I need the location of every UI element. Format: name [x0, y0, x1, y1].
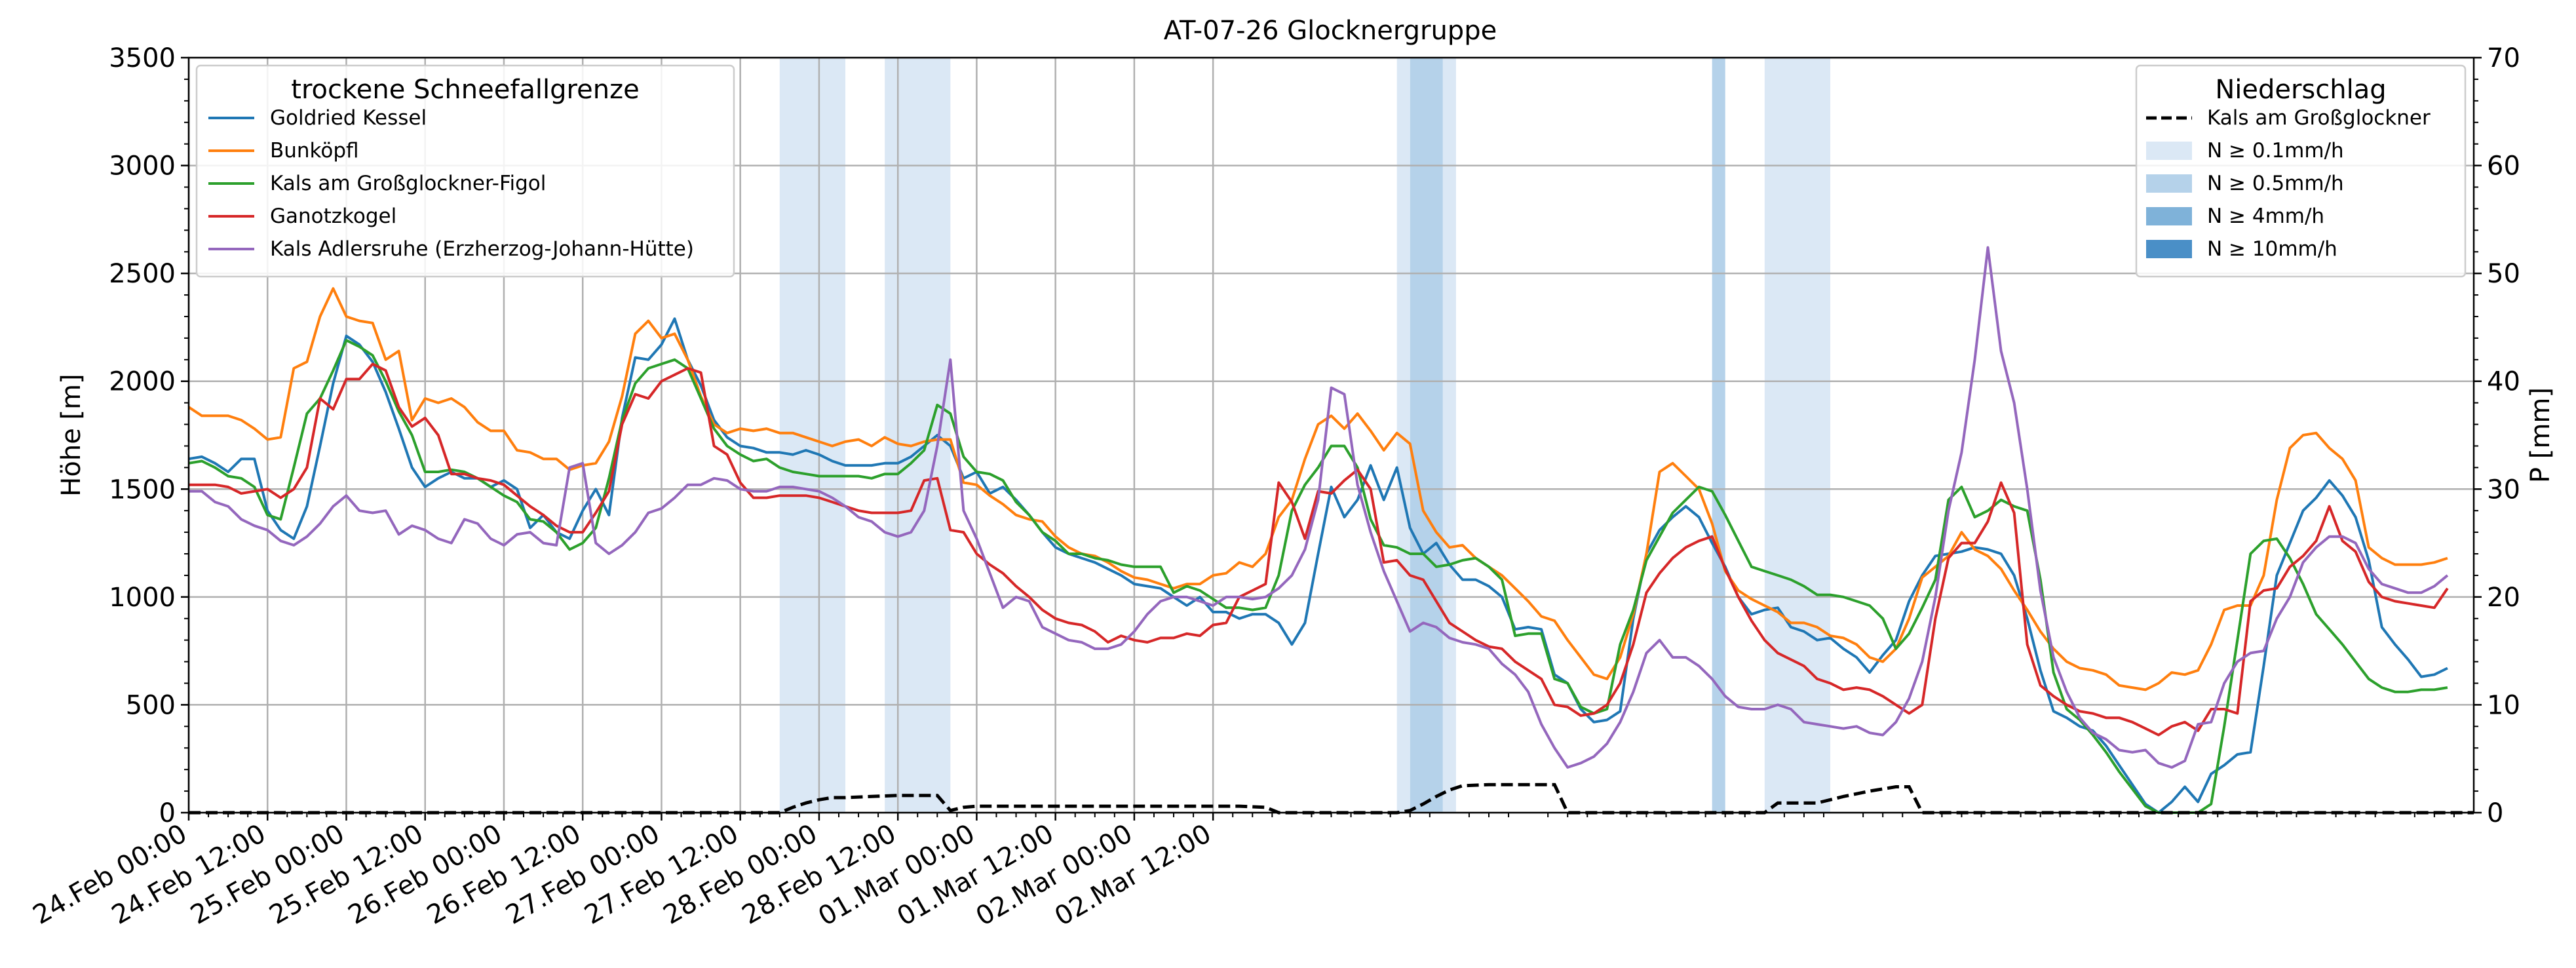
y-tick-label-left-3: 1500	[109, 474, 176, 505]
legend-left-label-0: Goldried Kessel	[270, 106, 427, 130]
legend-left-label-4: Kals Adlersruhe (Erzherzog-Johann-Hütte)	[270, 237, 694, 261]
series-lines	[187, 246, 2449, 814]
y-tick-label-left-5: 2500	[109, 259, 176, 289]
legend-left-title: trockene Schneefallgrenze	[291, 75, 639, 105]
y-tick-label-right-0: 0	[2487, 798, 2503, 828]
series-line-4	[189, 246, 2449, 769]
y-axis-label-right: P [mm]	[2526, 387, 2556, 483]
legend-right-label-2: N ≥ 0.5mm/h	[2207, 172, 2344, 195]
y-tick-label-right-2: 20	[2487, 583, 2520, 613]
legend-right-label-4: N ≥ 10mm/h	[2207, 237, 2337, 261]
legend-right: Niederschlag Kals am Großglockner N ≥ 0.1…	[2135, 64, 2467, 278]
precipitation-bands	[779, 58, 1831, 813]
chart-title: AT-07-26 Glocknergruppe	[1164, 16, 1497, 46]
y-tick-label-left-4: 2000	[109, 367, 176, 397]
y-tick-label-right-1: 10	[2487, 690, 2520, 720]
y-tick-label-right-3: 30	[2487, 474, 2520, 505]
precip-band-6	[1764, 58, 1831, 813]
legend-right-swatch-4	[2146, 240, 2192, 258]
y-tick-label-left-7: 3500	[109, 43, 176, 73]
y-tick-label-left-0: 0	[159, 798, 176, 828]
legend-right-label-0: Kals am Großglockner	[2207, 106, 2431, 130]
precip-band-3	[1410, 58, 1443, 813]
legend-left-box	[195, 64, 735, 278]
legend-right-swatch-3	[2146, 207, 2192, 225]
y-axis-label-left: Höhe [m]	[56, 374, 87, 496]
precip-band-0	[779, 58, 846, 813]
precip-band-4	[1442, 58, 1456, 813]
legend-right-swatch-2	[2146, 174, 2192, 193]
series-line-2	[188, 339, 2448, 814]
legend-left-label-1: Bunköpfl	[270, 139, 359, 163]
legend-left: trockene Schneefallgrenze Goldried Kesse…	[195, 64, 735, 278]
legend-right-label-3: N ≥ 4mm/h	[2207, 204, 2324, 228]
precip-series-line	[189, 783, 2474, 815]
y-tick-label-right-5: 50	[2487, 259, 2520, 289]
y-tick-label-right-6: 60	[2487, 151, 2520, 182]
legend-left-label-2: Kals am Großglockner-Figol	[270, 172, 546, 195]
legend-right-swatch-1	[2146, 142, 2192, 160]
y-tick-label-left-1: 500	[126, 690, 176, 720]
y-tick-label-left-2: 1000	[109, 583, 176, 613]
precip-band-1	[885, 58, 951, 813]
y-axis-right: 0 10 20 30 40 50 60 70	[2474, 43, 2520, 828]
legend-left-items: Goldried Kessel Bunköpfl Kals am Großglock…	[208, 106, 694, 261]
legend-right-items: Kals am Großglockner N ≥ 0.1mm/h N ≥ 0.5mm…	[2146, 106, 2431, 261]
legend-right-box	[2135, 64, 2467, 278]
y-tick-label-right-4: 40	[2487, 367, 2520, 397]
y-tick-label-left-6: 3000	[109, 151, 176, 182]
precipitation-line	[189, 783, 2474, 815]
legend-left-label-3: Ganotzkogel	[270, 204, 396, 228]
legend-right-title: Niederschlag	[2215, 75, 2386, 105]
series-line-0	[188, 317, 2448, 814]
precip-band-5	[1712, 58, 1725, 813]
legend-right-label-1: N ≥ 0.1mm/h	[2207, 139, 2344, 163]
y-tick-label-right-7: 70	[2487, 43, 2520, 73]
y-axis-left: 0 500 1000 1500 2000 2500 3000 3500	[109, 43, 189, 828]
series-line-1	[187, 287, 2448, 691]
